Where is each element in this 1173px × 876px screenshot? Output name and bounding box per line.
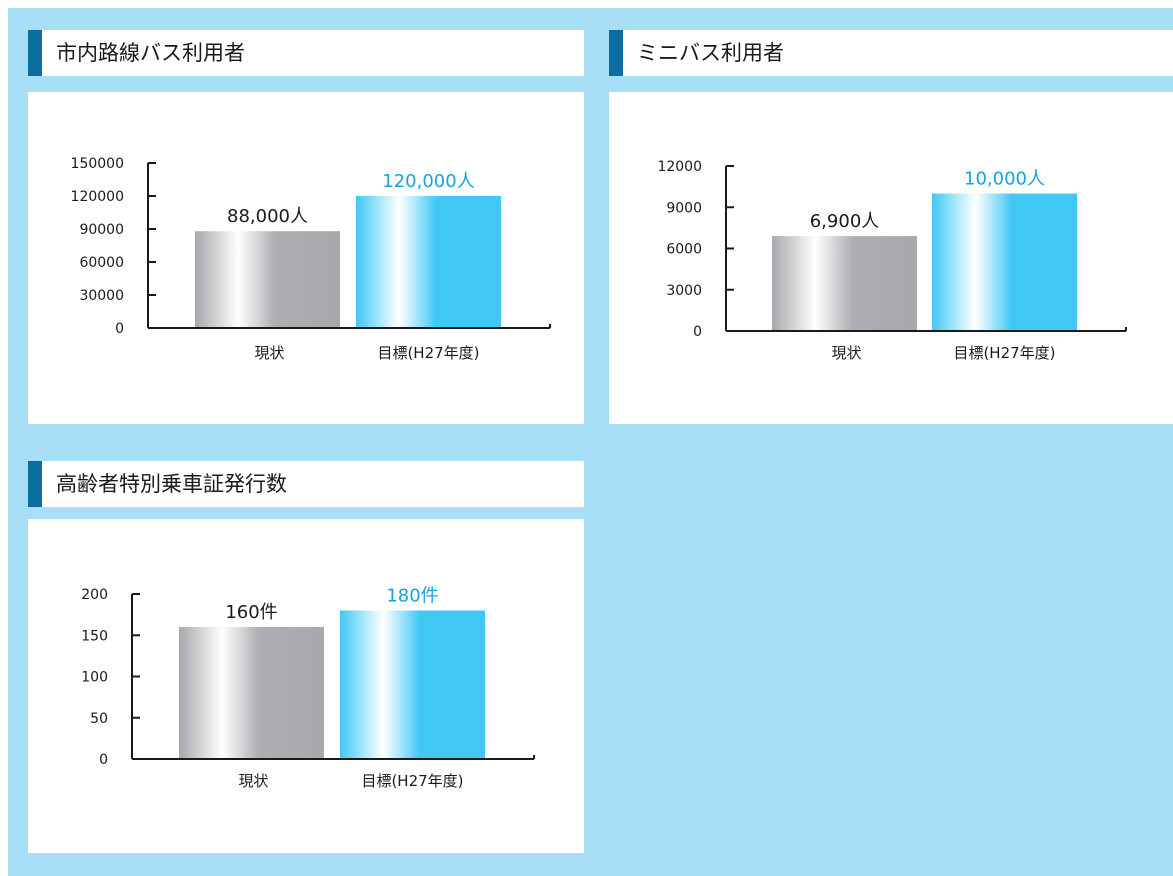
header-accent-bar [609, 30, 623, 76]
y-tick-label: 90000 [79, 222, 124, 238]
y-tick-label: 9000 [666, 200, 702, 216]
value-label-current: 88,000人 [227, 206, 308, 227]
header-accent-bar [28, 461, 42, 507]
y-tick-label: 150 [81, 628, 108, 644]
y-tick-label: 0 [115, 321, 124, 337]
chart-header-minibus: ミニバス利用者 [609, 30, 1173, 76]
bar-target [932, 193, 1077, 330]
bar-target [340, 610, 485, 758]
category-label: 目標(H27年度) [953, 344, 1055, 362]
y-tick-label: 100 [81, 670, 108, 686]
y-tick-label: 120000 [71, 189, 124, 205]
y-tick-label: 50 [90, 711, 108, 727]
chart-header-bus: 市内路線バス利用者 [28, 30, 584, 76]
value-label-target: 120,000人 [382, 171, 474, 192]
chart-panel-pass: 0 50 100 150 200 160件現状 180件目標(H27年度) [28, 519, 584, 853]
value-label-current: 6,900人 [810, 211, 880, 232]
header-accent-bar [28, 30, 42, 76]
value-label-target: 10,000人 [964, 169, 1045, 190]
y-tick-label: 30000 [79, 288, 124, 304]
category-label: 現状 [238, 772, 268, 790]
y-tick-label: 6000 [666, 242, 702, 258]
category-label: 目標(H27年度) [361, 772, 463, 790]
chart-title: ミニバス利用者 [637, 41, 784, 65]
category-label: 現状 [831, 344, 861, 362]
chart-panel-bus: 0 30000 60000 90000 120000 150000 88,000人 現状 120… [28, 92, 584, 424]
bar-current [195, 231, 340, 327]
chart-title: 高齢者特別乗車証発行数 [56, 472, 287, 496]
y-tick-label: 200 [81, 587, 108, 603]
category-label: 現状 [254, 344, 284, 362]
y-tick-label: 12000 [657, 159, 702, 175]
bar-current [179, 627, 324, 758]
bar-target [356, 196, 501, 327]
y-tick-label: 3000 [666, 283, 702, 299]
chart-header-pass: 高齢者特別乗車証発行数 [28, 461, 584, 507]
value-label-current: 160件 [225, 602, 277, 623]
chart-panel-minibus: 0 3000 6000 9000 12000 6,900人 現状 10,000人 目標(H27年… [609, 92, 1173, 424]
y-tick-label: 0 [99, 752, 108, 768]
y-tick-label: 60000 [79, 255, 124, 271]
bar-current [772, 236, 917, 330]
y-tick-label: 150000 [71, 156, 124, 172]
category-label: 目標(H27年度) [377, 344, 479, 362]
chart-title: 市内路線バス利用者 [56, 41, 245, 65]
y-tick-label: 0 [693, 324, 702, 340]
value-label-target: 180件 [386, 586, 438, 607]
